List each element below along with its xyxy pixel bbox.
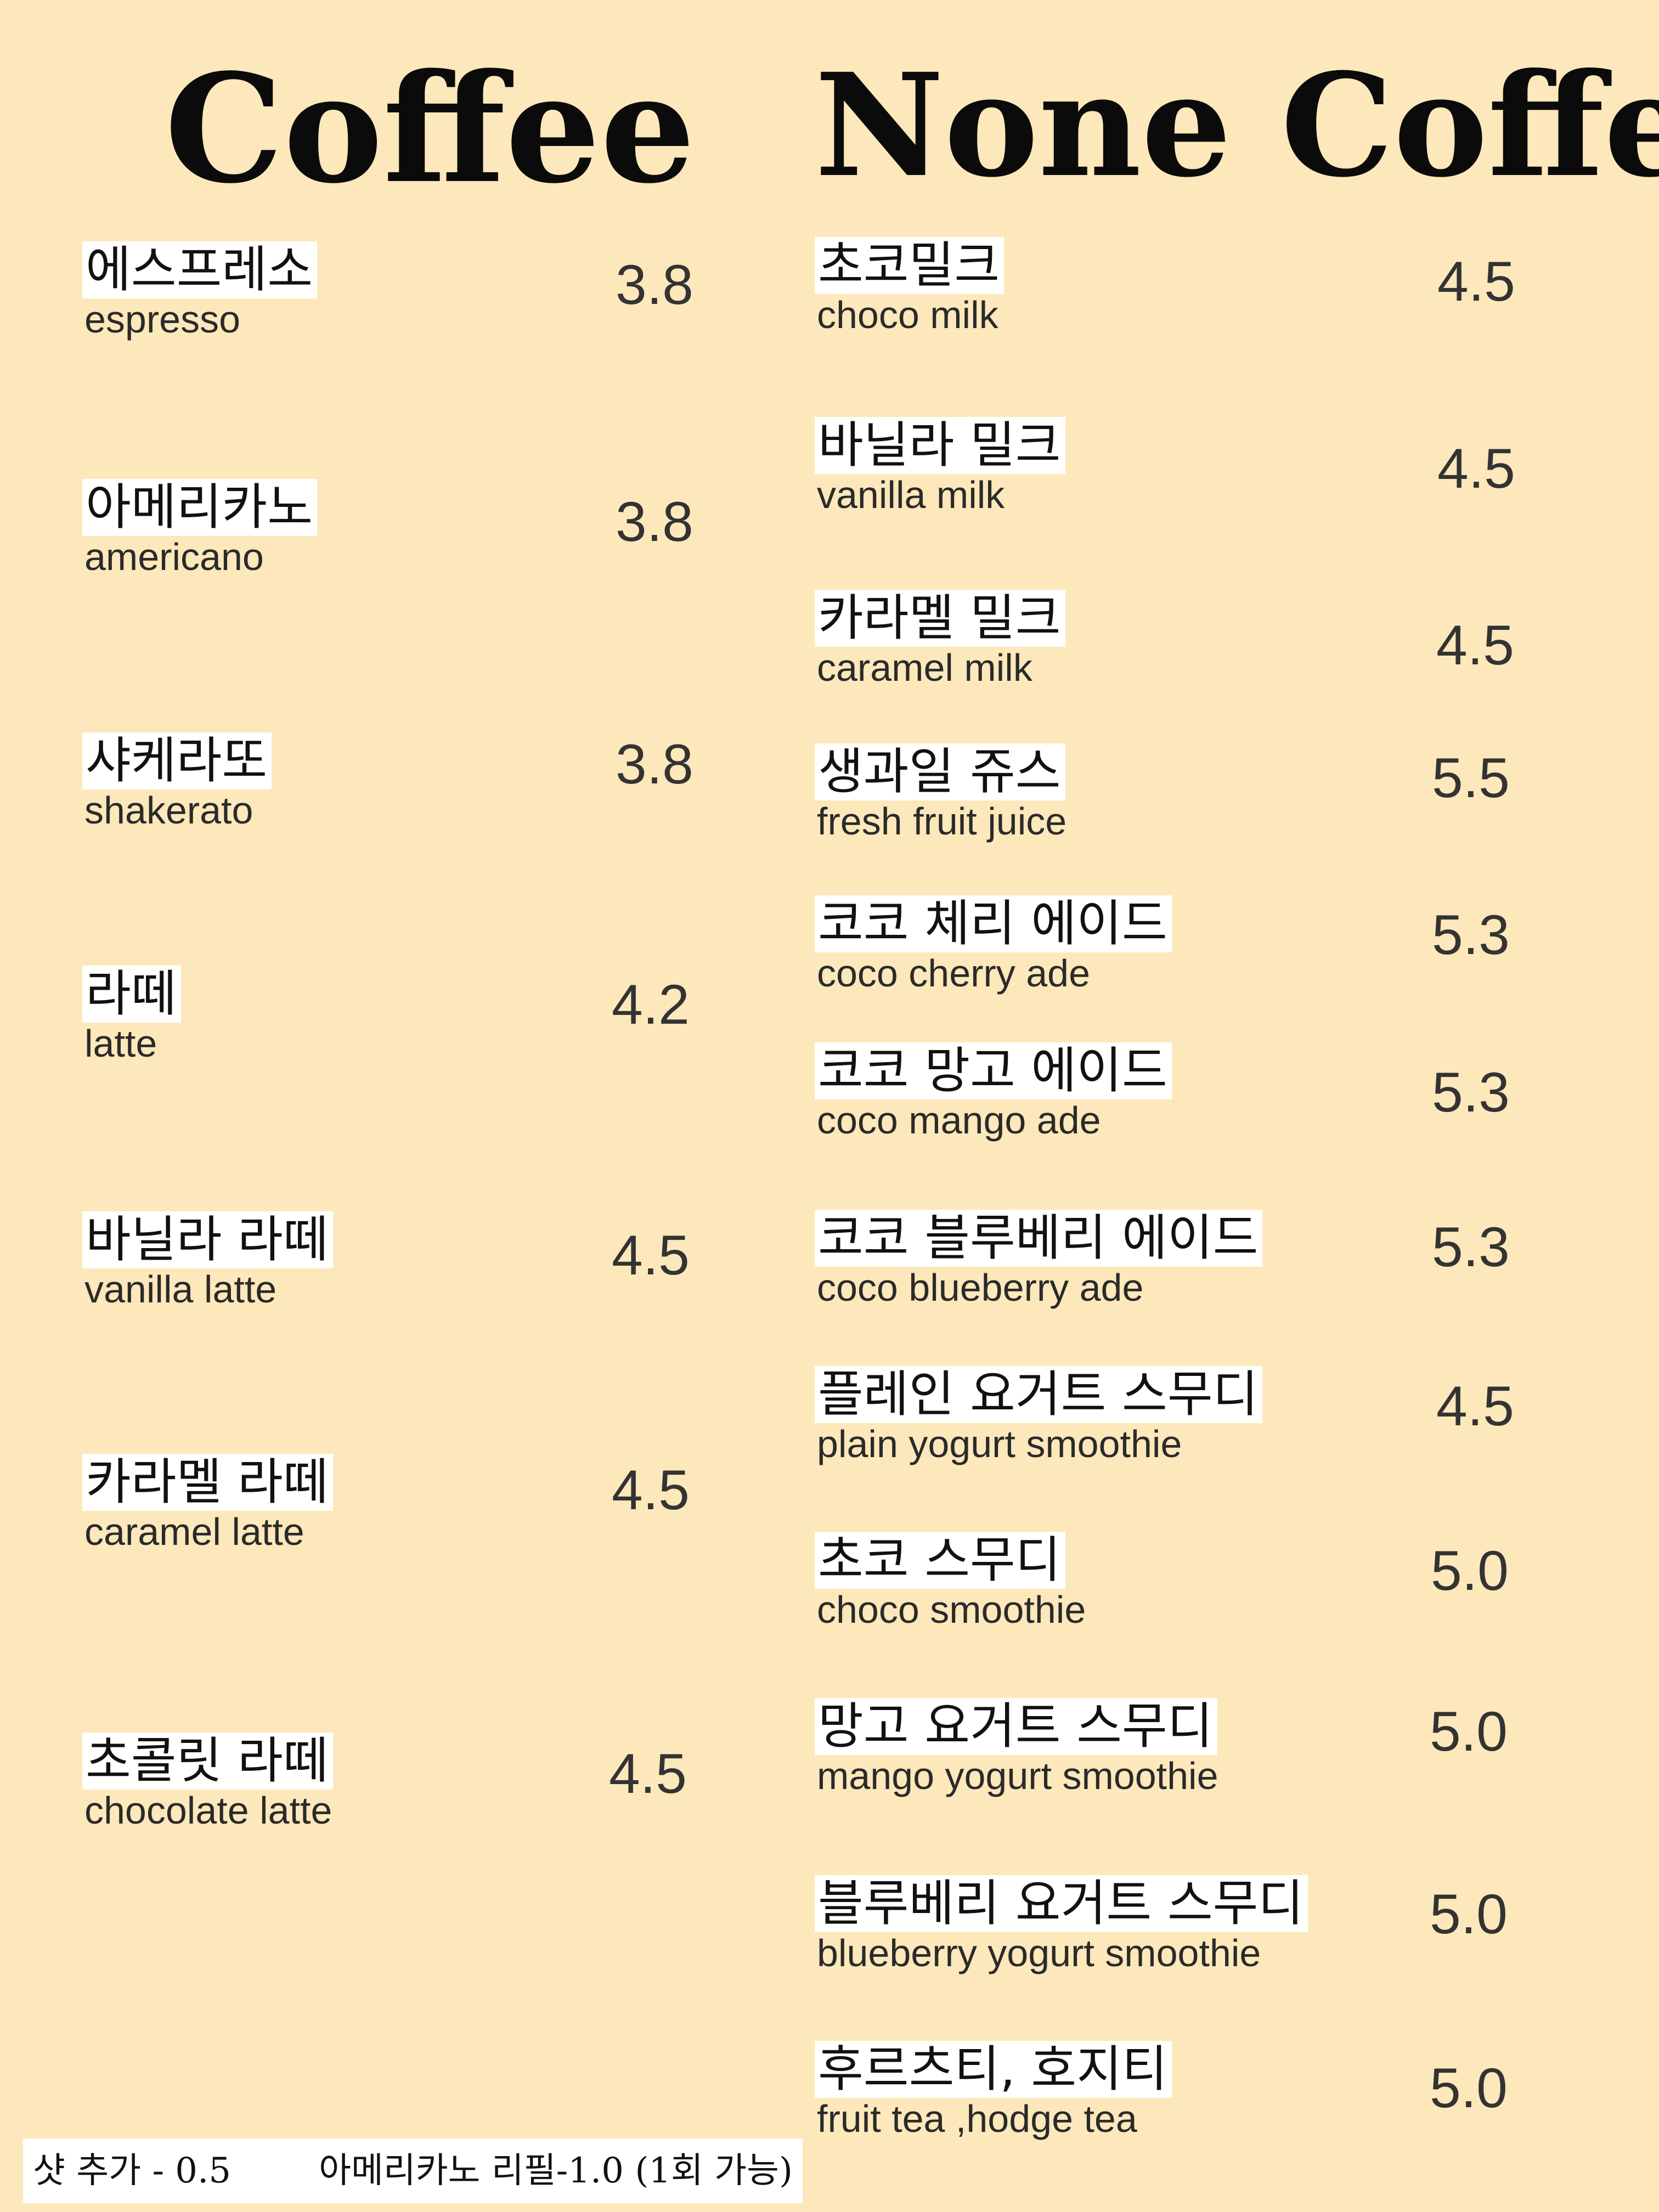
menu-item-blueberry-yogurt-smoothie: 블루베리 요거트 스무디 blueberry yogurt smoothie <box>815 1875 1308 1974</box>
item-price: 4.5 <box>1436 1375 1514 1437</box>
item-korean-name: 바닐라 밀크 <box>815 417 1065 474</box>
item-english-name: espresso <box>84 298 241 341</box>
menu-item-vanilla-latte: 바닐라 라떼 vanilla latte <box>82 1211 333 1310</box>
menu-item-mango-yogurt-smoothie: 망고 요거트 스무디 mango yogurt smoothie <box>815 1698 1218 1797</box>
item-price: 3.8 <box>616 490 693 553</box>
item-english-name: vanilla milk <box>817 473 1005 516</box>
item-price: 4.5 <box>612 1459 690 1521</box>
menu-item-choco-smoothie: 초코 스무디 choco smoothie <box>815 1532 1086 1630</box>
item-english-name: americano <box>84 535 264 578</box>
item-english-name: fruit tea ,hodge tea <box>817 2097 1137 2140</box>
item-english-name: coco cherry ade <box>817 952 1091 995</box>
item-price: 5.0 <box>1431 1539 1509 1602</box>
item-price: 5.3 <box>1432 1061 1510 1124</box>
item-english-name: blueberry yogurt smoothie <box>817 1932 1261 1974</box>
item-korean-name: 코코 체리 에이드 <box>815 895 1172 952</box>
item-english-name: fresh fruit juice <box>817 800 1067 843</box>
footer-note: 샷 추가 - 0.5 아메리카노 리필-1.0 (1회 가능) <box>23 2138 803 2203</box>
item-korean-name: 카라멜 밀크 <box>815 590 1065 647</box>
item-english-name: coco blueberry ade <box>817 1266 1144 1309</box>
menu-item-fruit-tea-hodge-tea: 후르츠티, 호지티 fruit tea ,hodge tea <box>815 2041 1172 2140</box>
item-english-name: latte <box>84 1022 157 1065</box>
item-english-name: coco mango ade <box>817 1099 1101 1142</box>
item-korean-name: 망고 요거트 스무디 <box>815 1698 1217 1755</box>
item-price: 4.2 <box>612 973 690 1036</box>
item-korean-name: 블루베리 요거트 스무디 <box>815 1875 1308 1932</box>
item-korean-name: 샤케라또 <box>82 732 272 789</box>
item-english-name: chocolate latte <box>84 1789 332 1832</box>
item-korean-name: 초콜릿 라떼 <box>82 1733 333 1790</box>
item-price: 4.5 <box>1437 250 1515 313</box>
item-english-name: mango yogurt smoothie <box>817 1754 1218 1797</box>
coffee-heading: Coffee <box>165 42 696 217</box>
item-korean-name: 생과일 쥬스 <box>815 743 1065 800</box>
menu-item-coco-blueberry-ade: 코코 블루베리 에이드 coco blueberry ade <box>815 1210 1263 1309</box>
menu-item-vanilla-milk: 바닐라 밀크 vanilla milk <box>815 417 1065 516</box>
item-price: 3.8 <box>616 733 693 795</box>
item-english-name: shakerato <box>84 789 253 832</box>
item-korean-name: 초코 스무디 <box>815 1532 1065 1589</box>
none-coffee-heading: None Coffee <box>815 42 1659 208</box>
item-korean-name: 초코밀크 <box>815 237 1005 294</box>
menu-item-coco-cherry-ade: 코코 체리 에이드 coco cherry ade <box>815 895 1172 994</box>
menu-item-shakerato: 샤케라또 shakerato <box>82 732 272 831</box>
item-korean-name: 바닐라 라떼 <box>82 1211 333 1268</box>
item-price: 5.3 <box>1432 1216 1510 1278</box>
item-english-name: choco milk <box>817 294 998 336</box>
americano-refill-note: 아메리카노 리필-1.0 (1회 가능) <box>319 2151 793 2191</box>
item-price: 4.5 <box>609 1742 687 1805</box>
item-price: 3.8 <box>616 253 693 316</box>
item-english-name: caramel latte <box>84 1510 304 1553</box>
item-price: 5.0 <box>1430 1700 1508 1763</box>
item-price: 5.0 <box>1430 2057 1508 2119</box>
item-english-name: plain yogurt smoothie <box>817 1423 1182 1465</box>
menu-item-plain-yogurt-smoothie: 플레인 요거트 스무디 plain yogurt smoothie <box>815 1366 1263 1465</box>
menu-item-caramel-milk: 카라멜 밀크 caramel milk <box>815 590 1065 689</box>
item-korean-name: 플레인 요거트 스무디 <box>815 1366 1263 1423</box>
item-korean-name: 카라멜 라떼 <box>82 1454 333 1511</box>
menu-item-espresso: 에스프레소 espresso <box>82 241 317 340</box>
item-english-name: choco smoothie <box>817 1588 1086 1631</box>
shot-add-note: 샷 추가 - 0.5 <box>33 2151 232 2191</box>
menu-item-chocolate-latte: 초콜릿 라떼 chocolate latte <box>82 1733 333 1831</box>
menu-item-choco-milk: 초코밀크 choco milk <box>815 237 1005 336</box>
item-english-name: caramel milk <box>817 646 1032 689</box>
item-korean-name: 코코 망고 에이드 <box>815 1042 1172 1099</box>
menu-item-latte: 라떼 latte <box>82 966 181 1064</box>
item-korean-name: 코코 블루베리 에이드 <box>815 1210 1263 1267</box>
item-korean-name: 에스프레소 <box>82 241 317 298</box>
item-price: 5.0 <box>1430 1883 1508 1945</box>
menu-item-americano: 아메리카노 americano <box>82 479 317 578</box>
item-price: 4.5 <box>612 1224 690 1286</box>
item-price: 5.3 <box>1432 904 1510 966</box>
item-price: 5.5 <box>1432 747 1510 809</box>
item-korean-name: 아메리카노 <box>82 479 317 536</box>
item-english-name: vanilla latte <box>84 1268 277 1311</box>
menu-item-fresh-fruit-juice: 생과일 쥬스 fresh fruit juice <box>815 743 1066 842</box>
item-korean-name: 라떼 <box>82 966 181 1023</box>
menu-item-caramel-latte: 카라멜 라떼 caramel latte <box>82 1454 333 1553</box>
item-price: 4.5 <box>1436 614 1514 676</box>
item-korean-name: 후르츠티, 호지티 <box>815 2041 1172 2098</box>
menu-item-coco-mango-ade: 코코 망고 에이드 coco mango ade <box>815 1042 1172 1141</box>
item-price: 4.5 <box>1437 437 1515 500</box>
